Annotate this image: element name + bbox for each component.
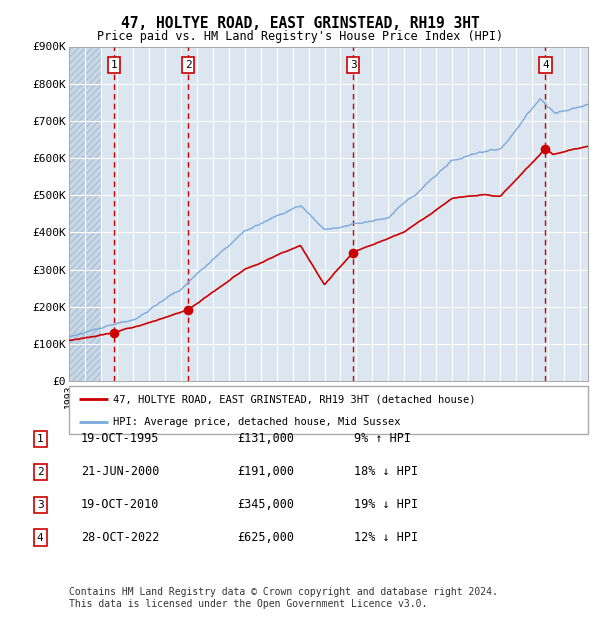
Text: 3: 3 [37,500,44,510]
Text: 12% ↓ HPI: 12% ↓ HPI [354,531,418,544]
Text: 47, HOLTYE ROAD, EAST GRINSTEAD, RH19 3HT (detached house): 47, HOLTYE ROAD, EAST GRINSTEAD, RH19 3H… [113,394,476,404]
Text: 3: 3 [350,60,356,70]
Text: 2: 2 [37,467,44,477]
Bar [69,46,101,381]
Text: 19-OCT-1995: 19-OCT-1995 [81,433,160,445]
Text: 19-OCT-2010: 19-OCT-2010 [81,498,160,511]
Text: £131,000: £131,000 [237,433,294,445]
Text: 47, HOLTYE ROAD, EAST GRINSTEAD, RH19 3HT: 47, HOLTYE ROAD, EAST GRINSTEAD, RH19 3H… [121,16,479,31]
Text: £625,000: £625,000 [237,531,294,544]
Text: 9% ↑ HPI: 9% ↑ HPI [354,433,411,445]
Text: HPI: Average price, detached house, Mid Sussex: HPI: Average price, detached house, Mid … [113,417,401,427]
Text: 4: 4 [37,533,44,542]
Text: 1: 1 [37,434,44,444]
Text: 4: 4 [542,60,549,70]
Text: 1: 1 [110,60,117,70]
Text: 21-JUN-2000: 21-JUN-2000 [81,466,160,478]
Text: Contains HM Land Registry data © Crown copyright and database right 2024.
This d: Contains HM Land Registry data © Crown c… [69,587,498,609]
Text: 2: 2 [185,60,191,70]
Text: 19% ↓ HPI: 19% ↓ HPI [354,498,418,511]
Text: £345,000: £345,000 [237,498,294,511]
Text: 28-OCT-2022: 28-OCT-2022 [81,531,160,544]
Text: £191,000: £191,000 [237,466,294,478]
Text: 18% ↓ HPI: 18% ↓ HPI [354,466,418,478]
Text: Price paid vs. HM Land Registry's House Price Index (HPI): Price paid vs. HM Land Registry's House … [97,30,503,43]
FancyBboxPatch shape [69,386,588,434]
